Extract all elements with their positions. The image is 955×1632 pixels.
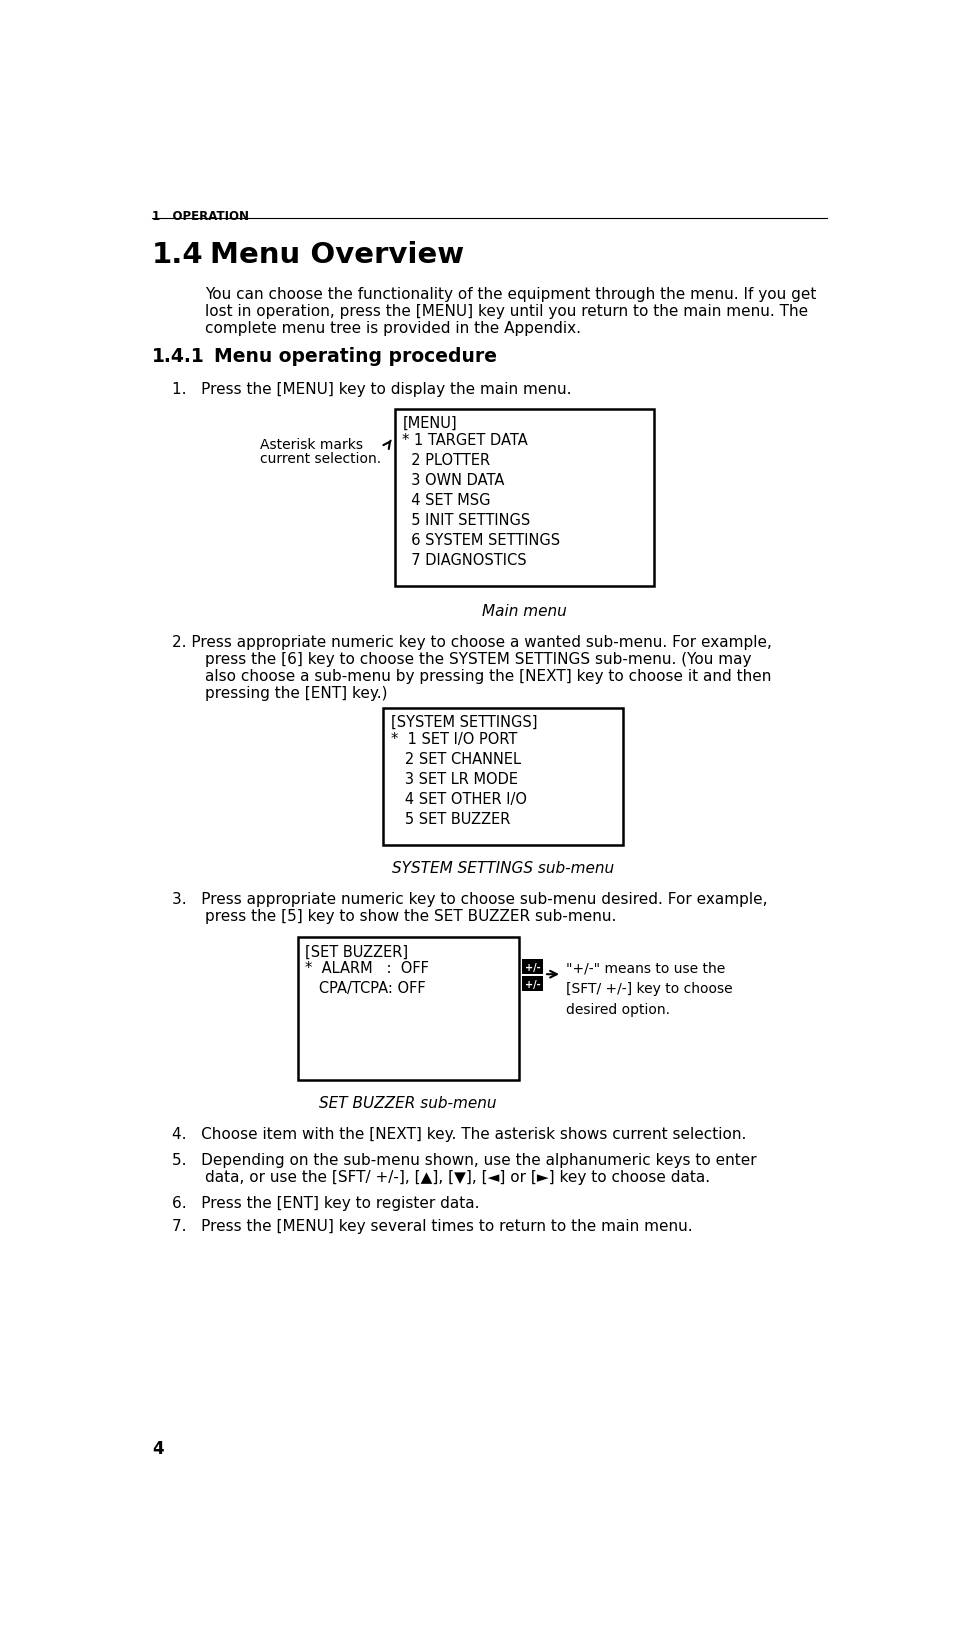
- Text: [SYSTEM SETTINGS]: [SYSTEM SETTINGS]: [391, 715, 537, 730]
- Text: pressing the [ENT] key.): pressing the [ENT] key.): [204, 685, 387, 700]
- Text: press the [5] key to show the SET BUZZER sub-menu.: press the [5] key to show the SET BUZZER…: [204, 909, 616, 924]
- Text: 4: 4: [152, 1439, 163, 1457]
- Text: +/-: +/-: [524, 979, 541, 989]
- Text: current selection.: current selection.: [261, 452, 382, 465]
- Text: You can choose the functionality of the equipment through the menu. If you get: You can choose the functionality of the …: [204, 287, 816, 302]
- Text: also choose a sub-menu by pressing the [NEXT] key to choose it and then: also choose a sub-menu by pressing the […: [204, 669, 771, 684]
- Text: 2 PLOTTER: 2 PLOTTER: [402, 452, 490, 468]
- Bar: [394, 410, 654, 588]
- Text: 3.   Press appropriate numeric key to choose sub-menu desired. For example,: 3. Press appropriate numeric key to choo…: [172, 891, 768, 906]
- Text: 5 SET BUZZER: 5 SET BUZZER: [391, 811, 510, 826]
- Text: press the [6] key to choose the SYSTEM SETTINGS sub-menu. (You may: press the [6] key to choose the SYSTEM S…: [204, 651, 752, 666]
- Text: 5.   Depending on the sub-menu shown, use the alphanumeric keys to enter: 5. Depending on the sub-menu shown, use …: [172, 1152, 756, 1167]
- Text: +/-: +/-: [524, 963, 541, 973]
- Text: Menu Overview: Menu Overview: [210, 240, 464, 268]
- Text: 7.   Press the [MENU] key several times to return to the main menu.: 7. Press the [MENU] key several times to…: [172, 1219, 692, 1234]
- Text: [MENU]: [MENU]: [402, 416, 456, 431]
- Text: Asterisk marks: Asterisk marks: [261, 437, 364, 452]
- Text: 4.   Choose item with the [NEXT] key. The asterisk shows current selection.: 4. Choose item with the [NEXT] key. The …: [172, 1126, 747, 1141]
- Text: 1.   Press the [MENU] key to display the main menu.: 1. Press the [MENU] key to display the m…: [172, 382, 572, 397]
- Text: CPA/TCPA: OFF: CPA/TCPA: OFF: [306, 981, 426, 996]
- Text: 4 SET OTHER I/O: 4 SET OTHER I/O: [391, 792, 526, 806]
- Text: 3 OWN DATA: 3 OWN DATA: [402, 473, 504, 488]
- Text: data, or use the [SFT/ +/-], [▲], [▼], [◄] or [►] key to choose data.: data, or use the [SFT/ +/-], [▲], [▼], […: [204, 1169, 710, 1185]
- Text: SYSTEM SETTINGS sub-menu: SYSTEM SETTINGS sub-menu: [392, 860, 614, 876]
- Text: 1.4: 1.4: [152, 240, 203, 268]
- Text: 6.   Press the [ENT] key to register data.: 6. Press the [ENT] key to register data.: [172, 1196, 479, 1211]
- Text: *  1 SET I/O PORT: * 1 SET I/O PORT: [391, 731, 517, 746]
- Text: *  ALARM   :  OFF: * ALARM : OFF: [306, 961, 429, 976]
- Text: "+/-" means to use the
[SFT/ +/-] key to choose
desired option.: "+/-" means to use the [SFT/ +/-] key to…: [565, 961, 732, 1015]
- Text: 7 DIAGNOSTICS: 7 DIAGNOSTICS: [402, 553, 527, 568]
- Text: 6 SYSTEM SETTINGS: 6 SYSTEM SETTINGS: [402, 534, 561, 548]
- Text: complete menu tree is provided in the Appendix.: complete menu tree is provided in the Ap…: [204, 320, 581, 336]
- Text: Menu operating procedure: Menu operating procedure: [214, 346, 497, 366]
- Text: 2 SET CHANNEL: 2 SET CHANNEL: [391, 751, 520, 767]
- Bar: [522, 976, 542, 992]
- Text: 3 SET LR MODE: 3 SET LR MODE: [391, 772, 518, 787]
- Text: SET BUZZER sub-menu: SET BUZZER sub-menu: [319, 1095, 497, 1110]
- Text: 4 SET MSG: 4 SET MSG: [402, 493, 491, 508]
- Text: 1.4.1: 1.4.1: [152, 346, 204, 366]
- Bar: [522, 960, 542, 974]
- Text: 5 INIT SETTINGS: 5 INIT SETTINGS: [402, 512, 530, 527]
- Text: lost in operation, press the [MENU] key until you return to the main menu. The: lost in operation, press the [MENU] key …: [204, 304, 808, 318]
- Text: Main menu: Main menu: [482, 604, 566, 619]
- Text: [SET BUZZER]: [SET BUZZER]: [306, 943, 409, 960]
- Text: 1   OPERATION: 1 OPERATION: [152, 209, 249, 222]
- Text: * 1 TARGET DATA: * 1 TARGET DATA: [402, 432, 528, 447]
- Bar: [383, 708, 623, 845]
- Bar: [298, 938, 519, 1080]
- Text: 2. Press appropriate numeric key to choose a wanted sub-menu. For example,: 2. Press appropriate numeric key to choo…: [172, 635, 772, 650]
